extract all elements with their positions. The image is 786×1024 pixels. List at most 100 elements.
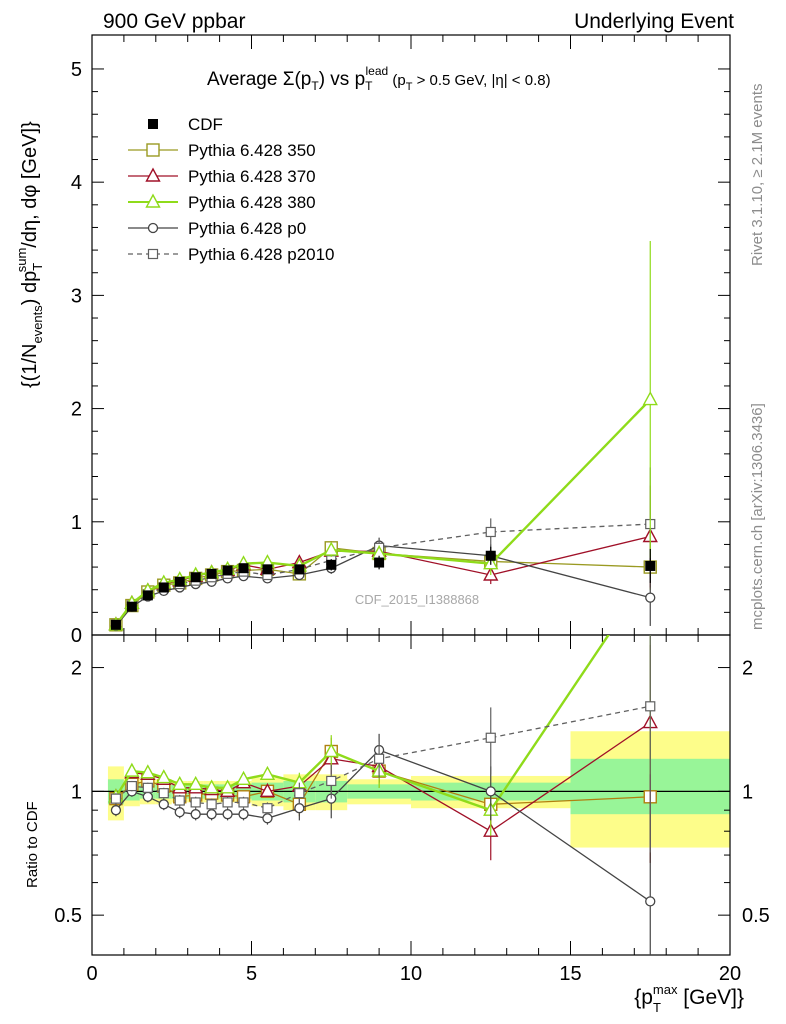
data-point [294,803,305,814]
data-point [142,590,153,601]
legend-label: Pythia 6.428 350 [188,141,316,160]
data-point [110,805,122,816]
rivet-version-label: Rivet 3.1.10, ≥ 2.1M events [749,84,766,267]
series-cdf [110,546,656,630]
data-point [203,779,220,794]
x-tick-label: 5 [246,963,257,985]
data-point [645,560,656,571]
y-tick-label: 4 [71,172,82,194]
data-point [235,770,252,785]
data-point [187,775,204,791]
data-point [323,541,339,556]
legend-entry: Pythia 6.428 350 [128,141,316,160]
data-point [645,592,656,603]
series-pythia-6.428-p2010 [110,635,656,853]
data-point [294,564,305,575]
data-point [222,565,233,576]
plot-title: Average Σ(pT) vs pTlead (pT > 0.5 GeV, |… [207,64,551,93]
data-point [174,807,185,818]
data-point [156,769,172,784]
data-point [238,797,249,808]
data-point [374,557,385,568]
legend-label: Pythia 6.428 p2010 [188,245,335,264]
legend-label: CDF [188,115,223,134]
data-point [142,782,153,793]
ratio-y-tick-label-right: 0.5 [742,905,770,927]
ratio-y-tick-label: 1 [71,781,82,803]
data-point [140,764,156,779]
data-point [126,780,137,792]
data-point [174,795,185,806]
data-point [323,743,339,758]
x-tick-label: 20 [719,963,741,985]
data-point [148,119,158,129]
y-tick-label: 5 [71,59,82,81]
data-point [645,896,656,907]
legend-entry: Pythia 6.428 380 [128,193,316,212]
legend-label: Pythia 6.428 380 [188,193,316,212]
data-point [158,788,169,799]
ratio-y-tick-label: 2 [71,658,82,680]
data-point [190,797,201,808]
data-point [326,559,337,570]
main-y-axis: 0 1 2 3 4 5 [71,59,730,647]
ratio-series-group [108,635,658,955]
data-point [294,788,305,799]
data-point [259,782,276,798]
data-point [206,809,217,820]
data-point [126,601,137,612]
data-point [222,809,233,820]
ratio-y-axis: 0.5 1 2 0.5 1 2 [54,658,770,956]
data-point [147,222,159,234]
x-tick-label: 15 [559,963,581,985]
data-point [145,193,161,208]
legend-label: Pythia 6.428 370 [188,167,316,186]
data-point [485,526,496,538]
legend-entry: Pythia 6.428 p2010 [128,245,335,264]
legend-entry: Pythia 6.428 p0 [128,219,306,238]
data-point [142,791,153,802]
data-point [262,564,273,575]
data-point [172,775,188,791]
data-point [146,143,160,157]
data-point [206,799,217,810]
legend: CDF Pythia 6.428 350 Pythia 6.428 370 Pythi… [128,115,335,264]
series-pythia-6.428-380 [108,241,658,631]
ratio-y-tick-label-right: 1 [742,781,753,803]
mcplots-credit-label: mcplots.cern.ch [arXiv:1306.3436] [749,403,766,630]
header-right: Underlying Event [574,10,734,33]
ratio-y-axis-label: Ratio to CDF [24,801,41,888]
data-point [262,813,273,824]
x-tick-label: 0 [86,963,97,985]
data-point [190,572,201,583]
y-tick-label: 3 [71,285,82,307]
ratio-y-tick-label: 0.5 [54,905,82,927]
data-point [174,576,185,587]
main-series-group [108,241,658,632]
data-point [374,753,385,764]
data-point [485,550,496,561]
data-point [190,809,201,820]
data-point [222,797,233,808]
data-point [238,563,249,574]
data-point [147,248,159,260]
data-point [219,779,236,794]
data-point [645,701,656,712]
data-point [485,786,496,797]
main-y-axis-label: {(1/Nevents) dpTsum/dη, dφ [GeV]} [14,121,45,388]
y-tick-label: 2 [71,399,82,421]
data-point [145,167,161,182]
x-axis-label: {pTmax [GeV]} [634,982,744,1015]
legend-entry: CDF [148,115,223,134]
data-point [158,582,169,593]
y-tick-label: 0 [71,625,82,647]
data-point [206,568,217,579]
data-point [124,762,140,777]
x-axis: 0 5 10 15 20 [86,35,741,985]
data-point [110,619,121,630]
y-tick-label: 1 [71,512,82,534]
data-point [158,799,169,810]
data-point [110,793,122,804]
ratio-y-tick-label-right: 2 [742,658,753,680]
